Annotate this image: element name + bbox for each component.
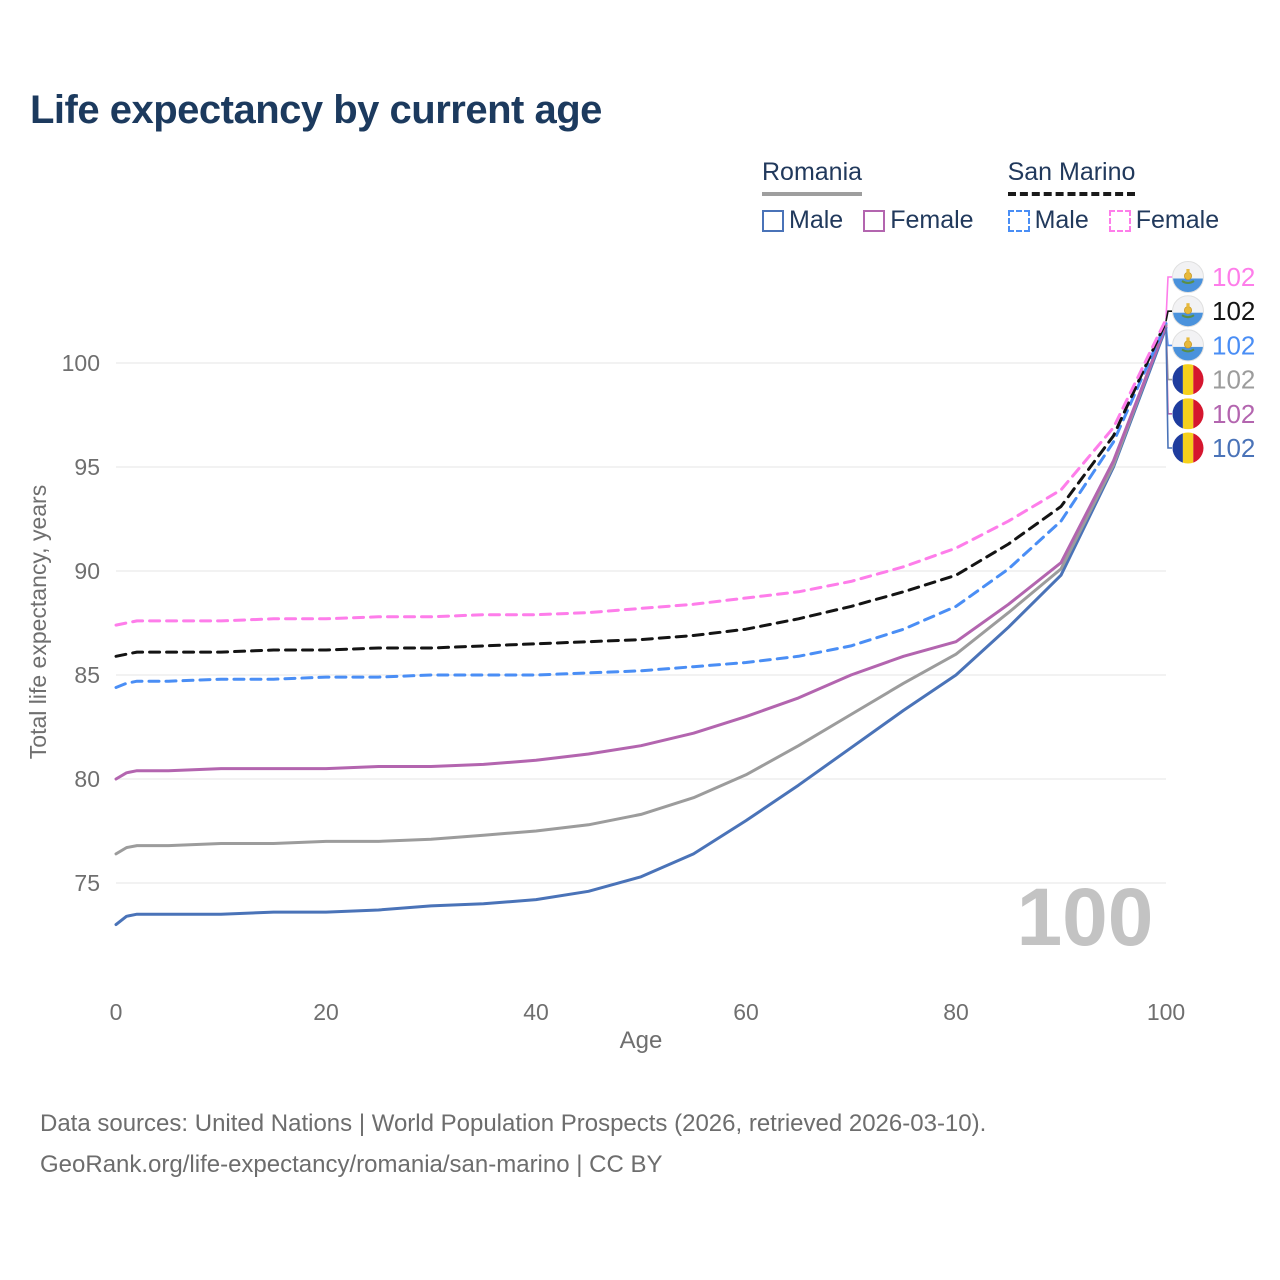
flag-icon-san-marino xyxy=(1172,329,1204,362)
age-watermark: 100 xyxy=(1017,872,1154,963)
end-value-label-romania-total: 102 xyxy=(1212,365,1255,395)
legend: Romania Male Female San Marino Male xyxy=(762,158,1219,235)
checkbox-romania-female[interactable] xyxy=(863,209,886,232)
x-tick-label: 20 xyxy=(313,999,339,1025)
flag-icon-romania xyxy=(1172,364,1204,396)
series-line-san-marino-male xyxy=(114,322,1168,689)
page-title: Life expectancy by current age xyxy=(30,88,602,132)
flag-icon-san-marino xyxy=(1172,295,1204,328)
end-value-label-romania-male: 102 xyxy=(1212,433,1255,463)
end-label-connector xyxy=(1165,310,1172,322)
end-value-label-san-marino-male: 102 xyxy=(1212,330,1255,360)
legend-item-romania-female[interactable]: Female xyxy=(863,206,974,235)
series-line-romania-male xyxy=(114,326,1168,927)
y-tick-label: 100 xyxy=(62,350,100,376)
y-axis-title: Total life expectancy, years xyxy=(25,485,51,759)
legend-item-san-marino-male[interactable]: Male xyxy=(1007,206,1089,235)
legend-item-romania-male[interactable]: Male xyxy=(762,206,843,235)
y-tick-label: 95 xyxy=(74,454,100,480)
series-line-san-marino-total xyxy=(114,319,1168,658)
x-tick-label: 100 xyxy=(1147,999,1185,1025)
series-lines xyxy=(114,317,1168,927)
end-value-label-romania-female: 102 xyxy=(1212,399,1255,429)
legend-label-romania-female: Female xyxy=(890,206,974,234)
y-tick-label: 75 xyxy=(74,870,100,896)
end-labels: 102 102 102 102 102 102 xyxy=(1165,261,1255,464)
legend-group-san-marino: San Marino Male Female xyxy=(1007,158,1220,235)
y-tick-label: 90 xyxy=(74,558,100,584)
footer-attribution: GeoRank.org/life-expectancy/romania/san-… xyxy=(40,1151,663,1178)
x-axis-title: Age xyxy=(620,1027,663,1054)
legend-label-san-marino-female: Female xyxy=(1135,206,1220,234)
series-line-san-marino-female xyxy=(114,317,1168,627)
legend-items-san-marino: Male Female xyxy=(1007,206,1220,235)
series-line-romania-total xyxy=(114,323,1168,856)
flag-icon-san-marino xyxy=(1172,261,1204,293)
legend-label-san-marino-male: Male xyxy=(1034,206,1089,234)
legend-group-romania: Romania Male Female xyxy=(762,158,974,235)
series-line-romania-female xyxy=(114,324,1168,781)
footer-sources: Data sources: United Nations | World Pop… xyxy=(40,1110,987,1137)
end-label-connector xyxy=(1165,276,1172,320)
legend-country-romania[interactable]: Romania xyxy=(762,158,863,196)
legend-items-romania: Male Female xyxy=(762,206,974,235)
checkbox-san-marino-male[interactable] xyxy=(1007,209,1030,232)
x-tick-label: 60 xyxy=(733,999,759,1025)
checkbox-san-marino-female[interactable] xyxy=(1108,209,1131,232)
y-tick-label: 85 xyxy=(74,662,100,688)
x-tick-label: 80 xyxy=(943,999,969,1025)
legend-label-romania-male: Male xyxy=(789,206,844,234)
flag-icon-romania xyxy=(1172,398,1204,430)
x-tick-label: 0 xyxy=(110,999,123,1025)
y-tick-label: 80 xyxy=(74,766,100,792)
checkbox-romania-male[interactable] xyxy=(762,209,784,232)
gridlines: 75 80 85 90 95 100 xyxy=(62,350,1166,896)
x-tick-label: 40 xyxy=(523,999,549,1025)
end-value-label-san-marino-female: 102 xyxy=(1212,262,1255,292)
flag-icon-romania xyxy=(1172,432,1204,464)
end-label-connector xyxy=(1165,327,1172,449)
legend-country-san-marino[interactable]: San Marino xyxy=(1007,158,1136,196)
footer: Data sources: United Nations | World Pop… xyxy=(40,1103,986,1185)
end-value-label-san-marino-total: 102 xyxy=(1212,296,1255,326)
legend-item-san-marino-female[interactable]: Female xyxy=(1108,206,1220,235)
